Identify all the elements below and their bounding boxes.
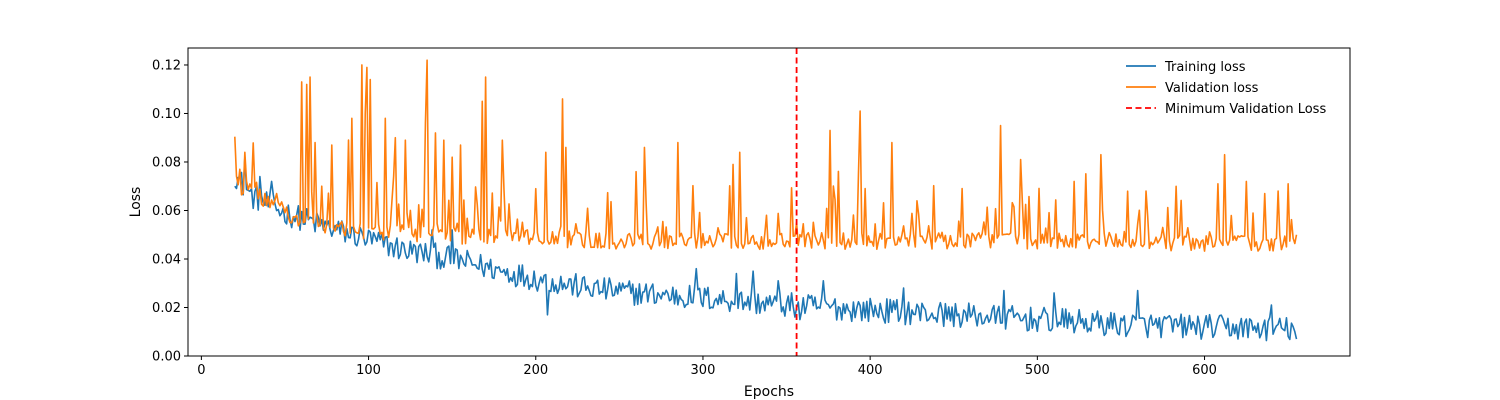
axes-frame (187, 47, 1351, 357)
y-tick-label: 0.12 (152, 58, 181, 73)
x-axis-label: Epochs (744, 384, 794, 400)
x-tick-label: 600 (1192, 363, 1217, 378)
plot-area (187, 47, 1351, 357)
x-tick-label: 100 (356, 363, 381, 378)
legend-label: Validation loss (1165, 81, 1259, 96)
y-axis-label: Loss (128, 187, 144, 218)
validation-loss-line (234, 59, 1298, 252)
legend: Training loss Validation loss Minimum Vali… (1126, 60, 1326, 117)
y-tick-label: 0.00 (152, 350, 181, 365)
y-tick-label: 0.08 (152, 155, 181, 170)
legend-label: Minimum Validation Loss (1165, 102, 1326, 117)
x-tick-label: 300 (691, 363, 716, 378)
legend-label: Training loss (1164, 60, 1246, 75)
y-tick-label: 0.04 (152, 252, 181, 267)
y-tick-label: 0.02 (152, 301, 181, 316)
y-axis-ticks: 0.00 0.02 0.04 0.06 0.08 0.10 0.12 (152, 58, 188, 365)
y-tick-label: 0.10 (152, 107, 181, 122)
x-tick-label: 200 (523, 363, 548, 378)
x-tick-label: 400 (858, 363, 883, 378)
y-tick-label: 0.06 (152, 204, 181, 219)
x-axis-ticks: 0 100 200 300 400 500 600 (197, 356, 1217, 378)
series-layer (234, 48, 1298, 356)
x-tick-label: 0 (197, 363, 205, 378)
x-tick-label: 500 (1025, 363, 1050, 378)
training-loss-line (234, 156, 1298, 342)
